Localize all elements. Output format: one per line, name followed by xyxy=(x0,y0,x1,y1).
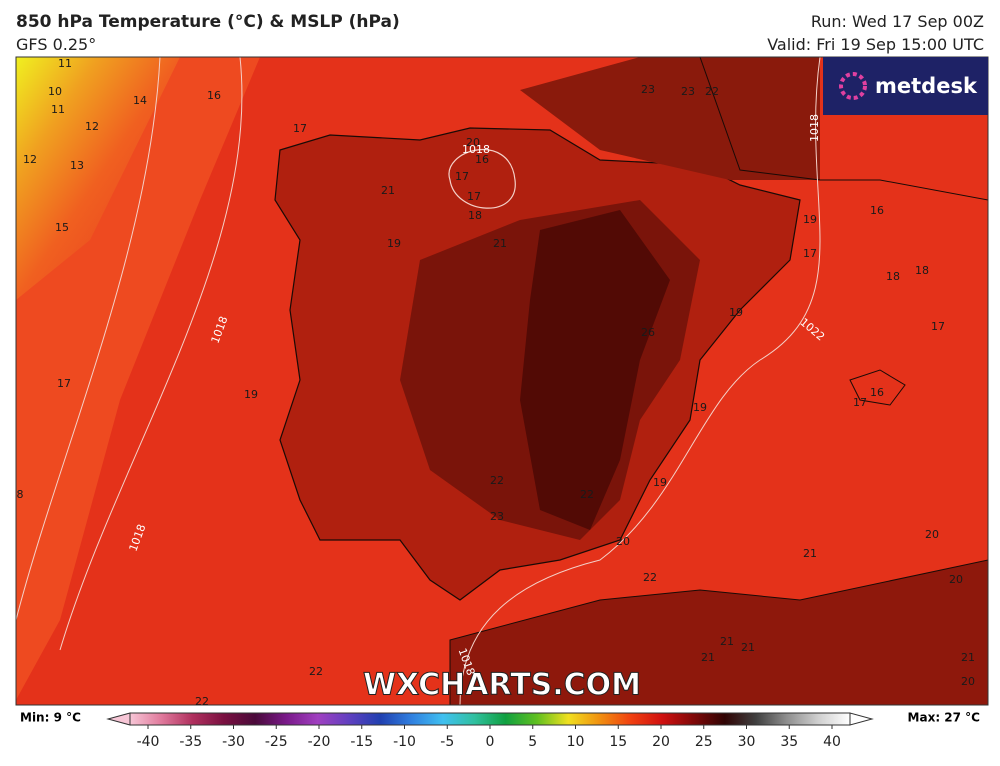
max-label: Max: 27 °C xyxy=(908,711,981,725)
colorbar-tick-label: -30 xyxy=(222,734,245,750)
temperature-label: 23 xyxy=(490,510,504,523)
temperature-label: 23 xyxy=(681,85,695,98)
temperature-label: 19 xyxy=(653,476,667,489)
temperature-label: 26 xyxy=(641,326,655,339)
temperature-label: 22 xyxy=(705,85,719,98)
colorbar-tick-label: 15 xyxy=(609,734,627,750)
temperature-label: 14 xyxy=(133,94,147,107)
colorbar-tick-label: -40 xyxy=(137,734,160,750)
watermark: WXCHARTS.COM xyxy=(363,668,641,703)
temperature-label: 17 xyxy=(803,247,817,260)
temperature-label: 21 xyxy=(803,547,817,560)
colorbar-tick-label: 20 xyxy=(652,734,670,750)
temperature-label: 19 xyxy=(387,237,401,250)
isobar-label: 1018 xyxy=(808,114,821,142)
isobar-label: 1018 xyxy=(462,143,490,156)
temperature-label: 17 xyxy=(467,190,481,203)
colorbar-tick-label: 5 xyxy=(528,734,537,750)
temperature-label: 16 xyxy=(870,204,884,217)
model: GFS 0.25° xyxy=(16,35,97,54)
temperature-label: 19 xyxy=(803,213,817,226)
temperature-label: 11 xyxy=(51,103,65,116)
temperature-label: 16 xyxy=(870,386,884,399)
colorbar-tick-label: -10 xyxy=(393,734,416,750)
map-field xyxy=(16,57,988,705)
colorbar-tick-label: 40 xyxy=(823,734,841,750)
temperature-label: 22 xyxy=(490,474,504,487)
logo: metdesk xyxy=(823,57,988,115)
temperature-label: 11 xyxy=(58,57,72,70)
temperature-label: 18 xyxy=(886,270,900,283)
temperature-label: 17 xyxy=(57,377,71,390)
temperature-label: 8 xyxy=(17,488,24,501)
temperature-label: 19 xyxy=(693,401,707,414)
temperature-label: 20 xyxy=(925,528,939,541)
colorbar-tick-label: 30 xyxy=(738,734,756,750)
temperature-label: 22 xyxy=(580,488,594,501)
temperature-label: 19 xyxy=(729,306,743,319)
temperature-label: 21 xyxy=(961,651,975,664)
colorbar-tick-label: 10 xyxy=(567,734,585,750)
temperature-label: 20 xyxy=(961,675,975,688)
colorbar-tick-label: 25 xyxy=(695,734,713,750)
temperature-label: 15 xyxy=(55,221,69,234)
temperature-label: 20 xyxy=(466,136,480,149)
colorbar-tick-label: -5 xyxy=(440,734,454,750)
temperature-label: 21 xyxy=(701,651,715,664)
run-time: Run: Wed 17 Sep 00Z xyxy=(810,12,984,31)
temperature-label: 19 xyxy=(244,388,258,401)
temperature-label: 22 xyxy=(309,665,323,678)
temperature-label: 21 xyxy=(381,184,395,197)
temperature-label: 21 xyxy=(720,635,734,648)
temperature-label: 17 xyxy=(293,122,307,135)
temperature-label: 18 xyxy=(468,209,482,222)
temperature-label: 23 xyxy=(641,83,655,96)
temperature-label: 12 xyxy=(23,153,37,166)
temperature-label: 20 xyxy=(949,573,963,586)
temperature-label: 21 xyxy=(493,237,507,250)
logo-text: metdesk xyxy=(875,74,978,98)
temperature-label: 21 xyxy=(741,641,755,654)
colorbar-tick-label: -15 xyxy=(350,734,373,750)
temperature-label: 12 xyxy=(85,120,99,133)
temperature-label: 16 xyxy=(475,153,489,166)
colorbar-end xyxy=(106,712,131,726)
temperature-label: 22 xyxy=(643,571,657,584)
colorbar-tick-label: -35 xyxy=(179,734,202,750)
min-label: Min: 9 °C xyxy=(20,711,81,725)
colorbar-tick-label: -20 xyxy=(308,734,331,750)
temperature-label: 18 xyxy=(915,264,929,277)
colorbar-end xyxy=(849,712,874,726)
title: 850 hPa Temperature (°C) & MSLP (hPa) xyxy=(16,12,400,32)
temperature-label: 22 xyxy=(195,695,209,708)
temperature-label: 17 xyxy=(853,396,867,409)
temperature-label: 16 xyxy=(207,89,221,102)
colorbar-tick-label: 0 xyxy=(486,734,495,750)
valid-time: Valid: Fri 19 Sep 15:00 UTC xyxy=(767,35,984,54)
colorbar-tick-label: 35 xyxy=(780,734,798,750)
colorbar-tick-label: -25 xyxy=(265,734,288,750)
colorbar xyxy=(129,712,851,726)
temperature-label: 10 xyxy=(48,85,62,98)
temperature-label: 17 xyxy=(455,170,469,183)
temperature-label: 20 xyxy=(616,535,630,548)
temperature-label: 13 xyxy=(70,159,84,172)
temperature-label: 17 xyxy=(931,320,945,333)
